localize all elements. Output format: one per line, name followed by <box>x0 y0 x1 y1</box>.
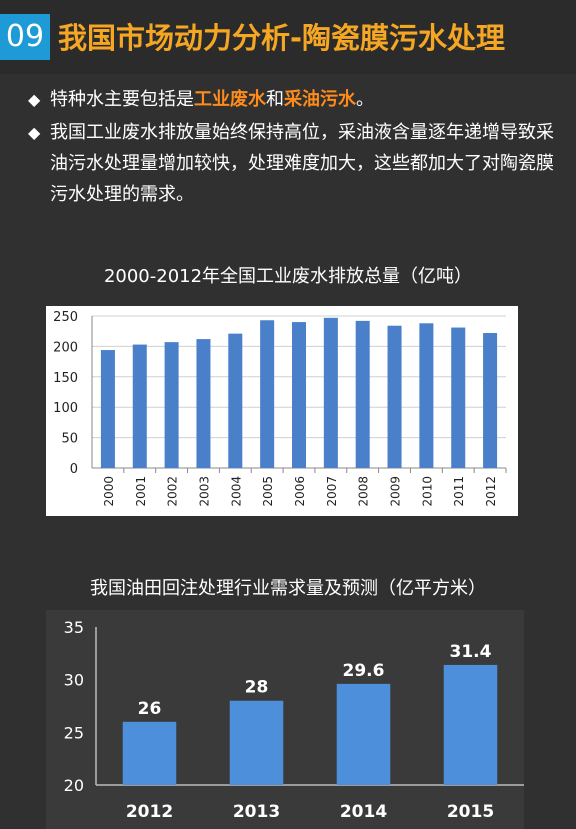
bar <box>122 721 177 785</box>
x-tick-label: 2007 <box>325 476 339 507</box>
x-tick-label: 2012 <box>484 476 498 507</box>
highlight-oil-wastewater: 采油污水 <box>284 89 356 110</box>
chart1-title: 2000-2012年全国工业废水排放总量（亿吨） <box>103 266 473 287</box>
bar <box>323 317 338 468</box>
x-tick-label: 2008 <box>357 476 371 507</box>
bullet-text: 特种水主要包括是 <box>50 89 194 110</box>
bar <box>336 683 391 785</box>
y-tick-label: 0 <box>70 462 78 477</box>
x-tick-label: 2014 <box>340 802 387 822</box>
y-tick-label: 25 <box>64 723 84 742</box>
x-tick-label: 2005 <box>261 476 275 507</box>
bar <box>419 323 434 468</box>
y-tick-label: 100 <box>53 401 78 416</box>
x-tick-label: 2010 <box>420 476 434 507</box>
x-tick-label: 2004 <box>229 476 243 507</box>
bar <box>483 333 498 468</box>
x-tick-label: 2003 <box>197 476 211 507</box>
y-tick-label: 30 <box>64 671 84 690</box>
bar <box>291 322 307 468</box>
x-tick-label: 2011 <box>452 476 466 507</box>
data-label: 29.6 <box>343 661 385 681</box>
y-tick-label: 50 <box>61 432 78 447</box>
y-tick-label: 200 <box>53 340 78 355</box>
section-number-badge: 09 <box>0 14 50 60</box>
chart2-title: 我国油田回注处理行业需求量及预测（亿平方米） <box>90 578 486 599</box>
wastewater-bar-chart: 0 50 100 150 200 250 2000 2001 2002 2003 2004 2005 2… <box>46 306 518 516</box>
bullet-text: 我国工业废水排放量始终保持高位，采油液含量逐年递增导致采油污水处理量增加较快，处… <box>50 122 554 205</box>
bar <box>164 342 179 468</box>
bar <box>387 325 402 468</box>
diamond-bullet-icon: ◆ <box>28 123 41 142</box>
bar <box>260 320 275 468</box>
highlight-industrial-wastewater: 工业废水 <box>194 89 266 110</box>
data-label: 28 <box>245 678 269 698</box>
bullet-text: 和 <box>266 89 284 110</box>
y-tick-label: 20 <box>64 776 84 795</box>
x-tick-label: 2002 <box>166 476 180 507</box>
header-bar: 09 我国市场动力分析-陶瓷膜污水处理 <box>0 0 576 74</box>
x-tick-label: 2009 <box>389 476 403 507</box>
bar <box>229 700 284 785</box>
bullet-item: ◆ 我国工业废水排放量始终保持高位，采油液含量逐年递增导致采油污水处理量增加较快… <box>28 117 558 210</box>
x-tick-label: 2006 <box>293 476 307 507</box>
x-tick-label: 2012 <box>126 802 173 822</box>
data-label: 26 <box>138 699 162 719</box>
bar <box>451 327 466 468</box>
diamond-bullet-icon: ◆ <box>28 90 41 109</box>
bar <box>228 333 243 468</box>
bullet-text: 。 <box>356 89 374 110</box>
bar <box>355 320 370 468</box>
bar <box>196 339 211 468</box>
chart1-background <box>46 306 518 516</box>
y-tick-label: 150 <box>53 371 78 386</box>
bar <box>132 344 147 468</box>
x-tick-label: 2013 <box>233 802 280 822</box>
bullet-list: ◆ 特种水主要包括是工业废水和采油污水。 ◆ 我国工业废水排放量始终保持高位，采… <box>28 84 558 210</box>
x-tick-label: 2015 <box>447 802 494 822</box>
bar <box>100 350 115 468</box>
bar <box>443 664 498 785</box>
oilfield-demand-bar-chart: 20 25 30 35 26 2012 28 2013 29.6 2014 31.4 2015 <box>46 610 524 829</box>
page-title: 我国市场动力分析-陶瓷膜污水处理 <box>58 21 506 55</box>
x-tick-label: 2000 <box>102 476 116 507</box>
x-tick-label: 2001 <box>134 476 148 507</box>
y-tick-label: 250 <box>53 310 78 325</box>
data-label: 31.4 <box>450 642 492 662</box>
y-tick-label: 35 <box>64 618 84 637</box>
bullet-item: ◆ 特种水主要包括是工业废水和采油污水。 <box>28 84 558 115</box>
